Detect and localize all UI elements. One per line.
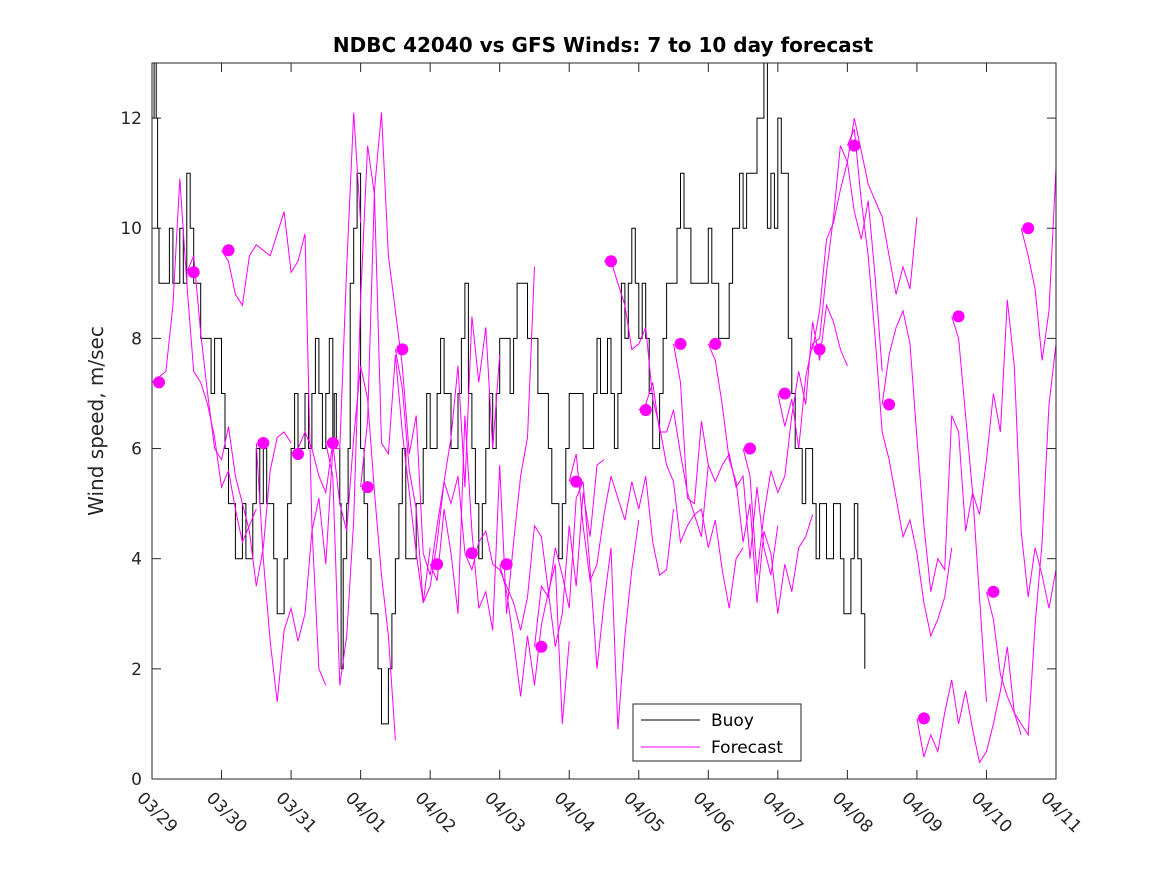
forecast-line-25 bbox=[986, 343, 1057, 737]
forecast-marker bbox=[917, 712, 930, 725]
forecast-line-12 bbox=[534, 481, 640, 730]
forecast-line-22 bbox=[881, 309, 987, 702]
forecast-marker bbox=[639, 404, 652, 416]
x-tick-label: 04/10 bbox=[967, 788, 1016, 837]
forecast-line-8 bbox=[394, 316, 501, 603]
forecast-line-16 bbox=[673, 343, 779, 576]
forecast-line-5 bbox=[290, 365, 396, 741]
forecast-marker bbox=[813, 343, 826, 356]
forecast-line-26 bbox=[1020, 167, 1057, 361]
forecast-marker bbox=[952, 310, 965, 323]
x-tick-label: 04/01 bbox=[341, 788, 390, 837]
plot-background bbox=[152, 63, 1056, 779]
forecast-line-18 bbox=[742, 303, 848, 576]
forecast-line-14 bbox=[604, 260, 709, 545]
legend-forecast-label: Forecast bbox=[711, 738, 783, 758]
forecast-marker bbox=[153, 376, 165, 389]
x-tick-label: 03/30 bbox=[202, 788, 251, 837]
forecast-marker bbox=[570, 475, 583, 488]
forecast-marker bbox=[744, 442, 756, 455]
forecast-line-19 bbox=[777, 145, 883, 449]
forecast-marker bbox=[431, 558, 444, 571]
x-tick-label: 03/29 bbox=[132, 788, 181, 837]
forecast-markers bbox=[153, 139, 1035, 725]
forecast-line-3 bbox=[221, 211, 327, 686]
forecast-marker bbox=[987, 585, 1000, 598]
y-tick-label: 6 bbox=[131, 440, 142, 460]
forecast-marker bbox=[396, 343, 409, 356]
x-tick-label: 04/06 bbox=[689, 788, 738, 837]
forecast-line-2 bbox=[186, 255, 292, 587]
forecast-marker bbox=[222, 244, 235, 257]
forecast-marker bbox=[848, 139, 861, 152]
x-tick-label: 04/02 bbox=[411, 788, 460, 837]
y-tick-label: 2 bbox=[131, 660, 142, 680]
forecast-line-13 bbox=[568, 453, 674, 583]
forecast-line-9 bbox=[429, 266, 535, 631]
forecast-marker bbox=[605, 255, 617, 268]
forecast-marker bbox=[257, 437, 270, 449]
x-tick-label: 04/03 bbox=[480, 788, 529, 837]
x-tick-label: 04/05 bbox=[619, 788, 668, 837]
forecast-marker bbox=[361, 481, 374, 494]
buoy-line bbox=[152, 62, 866, 725]
forecast-line-11 bbox=[499, 459, 605, 697]
x-tick-label: 04/07 bbox=[758, 788, 807, 837]
y-tick-label: 0 bbox=[131, 770, 142, 790]
x-tick-label: 04/09 bbox=[897, 788, 946, 837]
forecast-marker bbox=[326, 437, 339, 449]
y-tick-label: 12 bbox=[120, 109, 142, 129]
y-tick-label: 8 bbox=[131, 329, 142, 349]
x-tick-label: 04/08 bbox=[828, 788, 877, 837]
forecast-line-6 bbox=[325, 145, 431, 686]
legend: Buoy Forecast bbox=[632, 703, 802, 762]
forecast-marker bbox=[674, 337, 687, 350]
y-axis: 0 2 4 6 8 10 12 bbox=[120, 109, 1056, 790]
forecast-line-17 bbox=[707, 343, 814, 614]
forecast-marker bbox=[709, 337, 722, 350]
plot-frame bbox=[151, 62, 1057, 780]
x-tick-label: 04/04 bbox=[550, 788, 599, 837]
forecast-line-7 bbox=[360, 112, 466, 576]
x-tick-label: 03/31 bbox=[272, 788, 321, 837]
forecast-line-10 bbox=[464, 524, 570, 724]
forecast-line-21 bbox=[846, 128, 953, 638]
forecast-line-1 bbox=[151, 178, 257, 544]
buoy-series bbox=[152, 62, 866, 725]
chart-title: NDBC 42040 vs GFS Winds: 7 to 10 day for… bbox=[333, 33, 874, 57]
forecast-line-24 bbox=[951, 299, 1057, 609]
forecast-line-20 bbox=[812, 117, 918, 350]
forecast-line-15 bbox=[638, 382, 744, 609]
x-tick-label: 04/11 bbox=[1036, 788, 1085, 837]
forecast-marker bbox=[292, 448, 304, 460]
y-tick-label: 10 bbox=[120, 219, 142, 239]
forecast-line-23 bbox=[916, 646, 1022, 764]
y-axis-label: Wind speed, m/sec bbox=[84, 326, 108, 516]
plot-area bbox=[151, 62, 1057, 780]
forecast-series bbox=[151, 112, 1057, 764]
forecast-marker bbox=[883, 398, 896, 411]
forecast-marker bbox=[778, 387, 791, 400]
forecast-marker bbox=[500, 558, 513, 571]
forecast-marker bbox=[1022, 222, 1035, 235]
forecast-marker bbox=[187, 266, 200, 279]
forecast-marker bbox=[465, 547, 478, 560]
y-tick-label: 4 bbox=[131, 550, 142, 570]
forecast-marker bbox=[535, 640, 548, 653]
forecast-line-4 bbox=[255, 112, 362, 702]
legend-buoy-label: Buoy bbox=[711, 711, 754, 731]
legend-box bbox=[632, 703, 802, 762]
